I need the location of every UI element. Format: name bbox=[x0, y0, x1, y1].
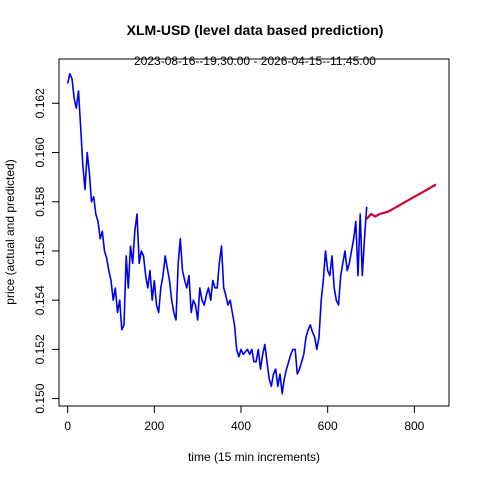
y-tick-label: 0.152 bbox=[33, 334, 47, 364]
y-tick-label: 0.160 bbox=[33, 137, 47, 167]
series-layer bbox=[66, 73, 437, 395]
y-tick-label: 0.158 bbox=[33, 186, 47, 216]
y-tick-label: 0.156 bbox=[33, 236, 47, 266]
x-tick-label: 600 bbox=[318, 419, 338, 433]
y-tick-label: 0.150 bbox=[33, 383, 47, 413]
x-tick-label: 800 bbox=[404, 419, 424, 433]
plot-frame bbox=[58, 58, 450, 407]
y-tick-label: 0.162 bbox=[33, 88, 47, 118]
x-tick-label: 200 bbox=[144, 419, 164, 433]
actual-price-line bbox=[66, 73, 368, 395]
chart-title: XLM-USD (level data based prediction) bbox=[127, 22, 384, 38]
y-axis: 0.150 0.152 0.154 0.156 0.158 0.160 0.162 bbox=[33, 88, 59, 414]
y-tick-label: 0.154 bbox=[33, 285, 47, 315]
x-tick-label: 400 bbox=[231, 419, 251, 433]
x-axis-label: time (15 min increments) bbox=[188, 450, 320, 464]
chart-subtitle: 2023-08-16--19:30:00 - 2026-04-15--11:45… bbox=[134, 54, 376, 68]
x-tick-label: 0 bbox=[64, 419, 71, 433]
y-axis-label: price (actual and predicted) bbox=[3, 159, 17, 304]
x-axis: 0 200 400 600 800 bbox=[64, 406, 425, 433]
predicted-price-line bbox=[365, 183, 437, 220]
